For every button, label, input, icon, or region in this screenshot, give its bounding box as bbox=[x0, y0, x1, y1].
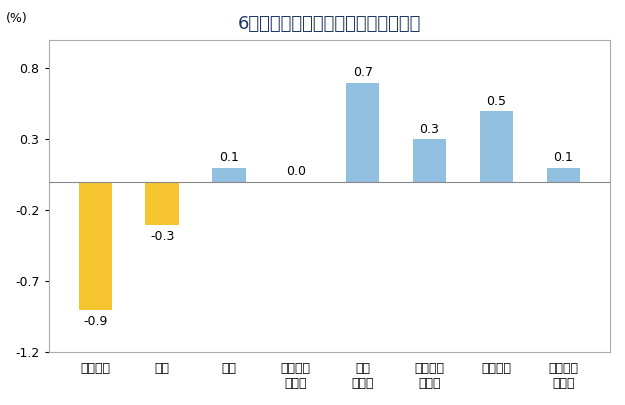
Bar bbox=[346, 83, 379, 182]
Text: 0.1: 0.1 bbox=[219, 151, 239, 164]
Bar bbox=[79, 182, 112, 310]
Text: (%): (%) bbox=[6, 12, 28, 25]
Text: 0.7: 0.7 bbox=[352, 66, 372, 79]
Text: -0.9: -0.9 bbox=[83, 315, 107, 328]
Title: 6月份居民消费价格分类别环比涨跌幅: 6月份居民消费价格分类别环比涨跌幅 bbox=[238, 15, 421, 33]
Text: 0.1: 0.1 bbox=[553, 151, 573, 164]
Text: 0.3: 0.3 bbox=[419, 123, 439, 136]
Bar bbox=[413, 139, 446, 182]
Text: 0.5: 0.5 bbox=[486, 94, 506, 107]
Text: -0.3: -0.3 bbox=[150, 230, 174, 243]
Bar bbox=[146, 182, 179, 225]
Bar bbox=[546, 168, 580, 182]
Bar bbox=[479, 111, 513, 182]
Text: 0.0: 0.0 bbox=[286, 166, 306, 179]
Bar bbox=[213, 168, 246, 182]
